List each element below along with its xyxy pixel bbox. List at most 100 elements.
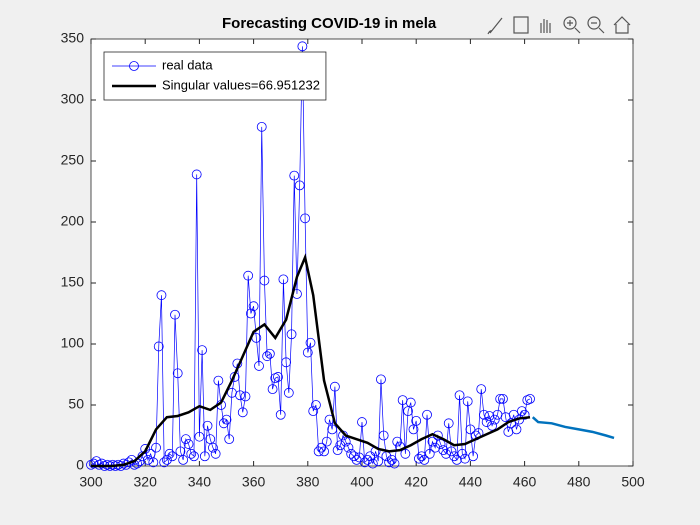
x-tick-label: 460 bbox=[513, 474, 537, 490]
data-point bbox=[194, 431, 205, 442]
data-point bbox=[411, 415, 422, 426]
pan-icon[interactable] bbox=[540, 19, 551, 33]
data-point bbox=[283, 387, 294, 398]
data-point bbox=[273, 372, 283, 382]
data-point bbox=[378, 430, 389, 441]
data-point bbox=[400, 448, 411, 459]
series-line bbox=[531, 416, 615, 440]
data-point bbox=[161, 454, 172, 465]
data-point bbox=[479, 409, 489, 420]
zoom-in-icon[interactable] bbox=[563, 16, 581, 34]
data-point bbox=[151, 442, 161, 453]
data-point bbox=[294, 180, 305, 191]
zoom-out-icon[interactable] bbox=[587, 16, 605, 34]
y-tick-label: 200 bbox=[61, 213, 85, 229]
data-point bbox=[197, 345, 208, 356]
data-point bbox=[495, 393, 506, 404]
data-point bbox=[340, 436, 351, 447]
data-point bbox=[267, 384, 278, 395]
x-tick-label: 320 bbox=[134, 474, 158, 490]
data-point bbox=[140, 444, 151, 454]
data-point bbox=[159, 457, 170, 468]
data-point bbox=[446, 446, 457, 457]
toolbar-bg bbox=[484, 12, 634, 38]
brush-icon[interactable] bbox=[487, 17, 503, 35]
data-point bbox=[392, 436, 403, 447]
datatip-icon[interactable] bbox=[513, 16, 529, 34]
data-point bbox=[164, 448, 175, 459]
data-point bbox=[321, 436, 332, 447]
data-point bbox=[498, 393, 508, 404]
data-point bbox=[245, 308, 256, 319]
data-point bbox=[264, 348, 275, 359]
series-line bbox=[91, 253, 531, 468]
data-point bbox=[262, 351, 273, 362]
data-point bbox=[313, 446, 324, 457]
x-tick-label: 340 bbox=[188, 474, 212, 490]
data-point bbox=[357, 417, 367, 427]
x-tick-label: 440 bbox=[459, 474, 483, 490]
data-point bbox=[376, 374, 386, 385]
data-point bbox=[167, 451, 178, 462]
toolbar bbox=[484, 12, 634, 38]
data-point bbox=[210, 448, 221, 459]
data-point bbox=[516, 406, 527, 417]
data-point bbox=[189, 451, 199, 462]
data-point bbox=[438, 445, 449, 456]
data-point bbox=[359, 457, 370, 468]
data-point bbox=[275, 409, 286, 420]
data-point bbox=[525, 393, 535, 404]
legend-label: Singular values=66.951232 bbox=[162, 77, 320, 92]
data-point bbox=[183, 439, 194, 449]
data-point bbox=[327, 424, 338, 435]
y-tick-label: 250 bbox=[61, 152, 85, 168]
x-tick-label: 360 bbox=[242, 474, 266, 490]
data-point bbox=[389, 458, 400, 469]
data-point bbox=[451, 454, 462, 465]
y-tick-label: 0 bbox=[76, 457, 84, 473]
home-icon[interactable] bbox=[613, 16, 631, 34]
data-point bbox=[202, 420, 213, 431]
legend: real data Singular values=66.951232 bbox=[103, 51, 327, 101]
data-point bbox=[519, 409, 530, 420]
chart-title: Forecasting COVID-19 in mela bbox=[222, 15, 437, 32]
legend-marker bbox=[129, 61, 139, 71]
data-point bbox=[468, 451, 479, 462]
data-point bbox=[148, 457, 159, 468]
x-tick-label: 480 bbox=[567, 474, 591, 490]
data-point bbox=[300, 213, 310, 224]
data-point bbox=[156, 290, 167, 301]
data-point bbox=[186, 448, 197, 459]
data-point bbox=[243, 270, 254, 281]
data-point bbox=[346, 448, 357, 459]
data-point bbox=[153, 341, 164, 352]
data-point bbox=[88, 458, 99, 469]
data-point bbox=[237, 407, 248, 418]
data-point bbox=[362, 454, 373, 465]
data-point bbox=[465, 424, 476, 435]
data-point bbox=[343, 442, 354, 453]
data-point bbox=[254, 361, 264, 371]
data-point bbox=[484, 411, 495, 421]
series bbox=[91, 253, 531, 468]
data-point bbox=[414, 453, 424, 464]
series bbox=[531, 416, 615, 440]
data-point bbox=[462, 396, 473, 407]
data-point bbox=[278, 274, 289, 285]
data-point bbox=[367, 458, 378, 469]
data-point bbox=[476, 384, 487, 395]
data-point bbox=[218, 418, 229, 429]
data-point bbox=[522, 395, 533, 406]
data-point bbox=[311, 400, 321, 410]
y-tick-label: 150 bbox=[61, 274, 85, 290]
data-point bbox=[191, 169, 202, 180]
data-point bbox=[405, 397, 416, 408]
data-point bbox=[384, 457, 395, 468]
x-tick-label: 300 bbox=[79, 474, 103, 490]
legend-label: real data bbox=[162, 57, 213, 72]
data-point bbox=[348, 451, 359, 462]
data-point bbox=[489, 414, 500, 425]
data-point bbox=[308, 406, 319, 417]
data-point bbox=[248, 301, 259, 312]
